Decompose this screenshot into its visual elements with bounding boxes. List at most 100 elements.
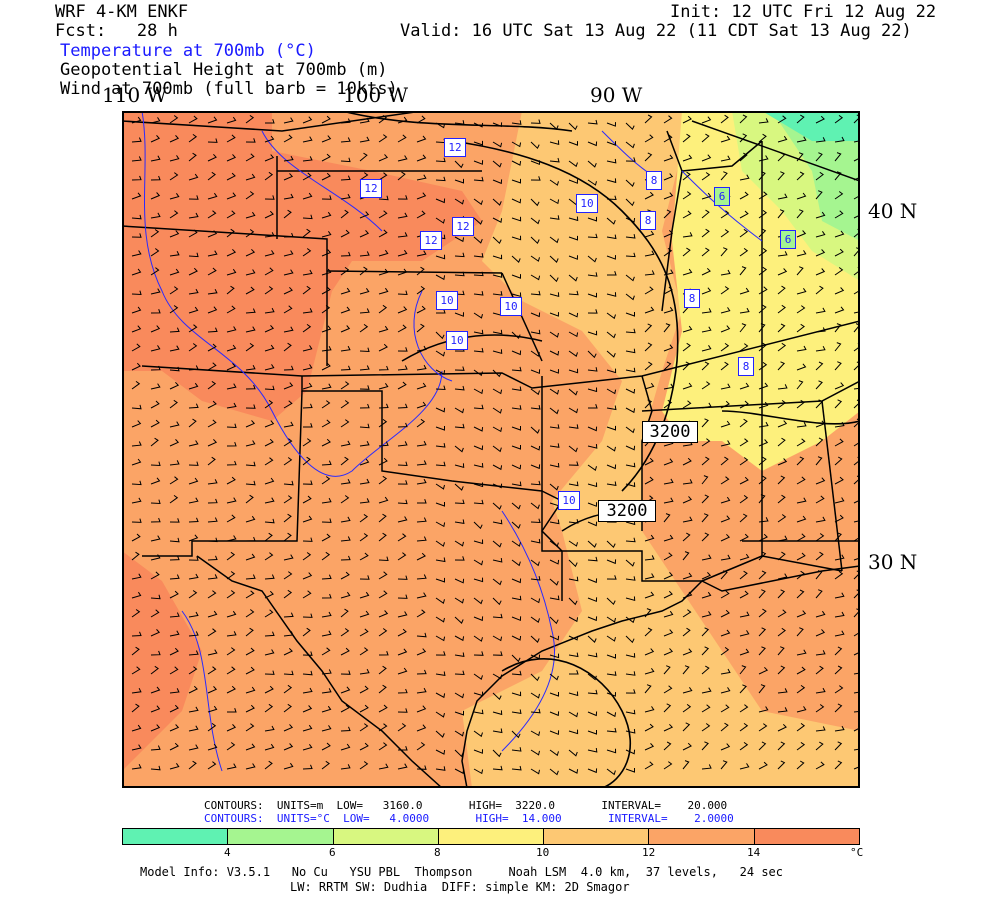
- wind-barb: [283, 743, 294, 751]
- temp-label-8a: 8: [646, 171, 662, 190]
- wind-barb: [663, 685, 673, 694]
- wind-barb: [587, 272, 598, 277]
- wind-barb: [625, 768, 635, 773]
- wind-barb: [739, 648, 750, 656]
- colorbar-tick-14: 14: [747, 846, 761, 859]
- temp-label-6a: 6: [714, 187, 730, 206]
- wind-barb: [758, 382, 769, 390]
- field-wind: Wind at 700mb (full barb = 10kts): [60, 79, 398, 99]
- wind-barb: [701, 591, 712, 599]
- wind-barb: [397, 763, 408, 770]
- wind-barb: [321, 593, 332, 599]
- wind-barb: [853, 311, 860, 314]
- colorbar-tick-12: 12: [642, 846, 656, 859]
- wind-barb: [131, 480, 142, 486]
- wind-barb: [245, 627, 254, 637]
- wind-barb: [492, 236, 502, 245]
- wind-barb: [226, 423, 237, 429]
- wind-barb: [777, 458, 788, 466]
- wind-barb: [549, 673, 559, 681]
- wind-barb: [587, 464, 597, 472]
- wind-barb: [435, 385, 446, 391]
- wind-barb: [492, 728, 503, 734]
- wind-barb: [150, 517, 161, 523]
- wind-barb: [188, 685, 198, 694]
- wind-barb: [150, 535, 161, 542]
- wind-barb: [796, 706, 807, 713]
- wind-barb: [359, 513, 369, 523]
- wind-barb: [226, 514, 236, 523]
- wind-barb: [245, 114, 255, 124]
- wind-barb: [264, 250, 275, 257]
- wind-barb: [417, 499, 427, 504]
- wind-barb: [587, 673, 597, 681]
- wind-barb: [264, 685, 274, 694]
- wind-barb: [435, 502, 445, 507]
- wind-barb: [625, 462, 636, 468]
- wind-barb: [549, 559, 560, 565]
- wind-barb: [682, 591, 693, 599]
- wind-barb: [815, 249, 826, 257]
- wind-barb: [853, 710, 860, 713]
- wind-barb: [397, 155, 408, 162]
- wind-barb: [454, 312, 464, 317]
- wind-barb: [549, 635, 560, 641]
- wind-barb: [359, 403, 370, 409]
- wind-barb: [606, 312, 616, 320]
- wind-barb: [397, 552, 407, 561]
- wind-barb: [663, 344, 674, 352]
- wind-barb: [758, 323, 766, 333]
- wind-barb: [720, 743, 731, 751]
- wind-barb: [587, 616, 598, 622]
- wind-barb: [625, 252, 636, 258]
- wind-barb: [549, 122, 559, 130]
- wind-barb: [264, 703, 274, 713]
- wind-barb: [435, 692, 446, 699]
- wind-barb: [587, 730, 597, 735]
- wind-barb: [454, 423, 465, 429]
- wind-barb: [701, 381, 711, 390]
- wind-barb: [758, 228, 767, 238]
- wind-barb: [283, 326, 294, 333]
- wind-barb: [188, 760, 197, 770]
- wind-barb: [834, 665, 843, 675]
- wind-barb: [796, 760, 805, 770]
- wind-barb: [853, 608, 860, 618]
- wind-barb: [587, 160, 597, 168]
- wind-barb: [701, 361, 710, 371]
- wind-barb: [492, 407, 502, 414]
- wind-barb: [435, 577, 445, 583]
- wind-barb: [454, 652, 465, 658]
- wind-barb: [815, 687, 826, 694]
- wind-barb: [815, 152, 823, 162]
- wind-barb: [416, 401, 427, 409]
- wind-barb: [169, 381, 180, 390]
- wind-barb: [435, 442, 446, 448]
- wind-barb: [511, 255, 521, 263]
- wind-barb: [796, 552, 806, 561]
- wind-barb: [378, 763, 389, 770]
- wind-barb: [853, 748, 860, 751]
- wind-barb: [796, 497, 807, 504]
- wind-barb: [606, 178, 617, 184]
- wind-barb: [397, 290, 408, 296]
- wind-barb: [720, 383, 731, 390]
- wind-barb: [340, 670, 351, 675]
- wind-barb: [663, 665, 671, 675]
- wind-barb: [777, 171, 785, 181]
- wind-barb: [359, 385, 370, 390]
- wind-barb: [492, 540, 502, 548]
- wind-barb: [473, 616, 484, 622]
- wind-barb: [625, 482, 636, 488]
- wind-barb: [207, 456, 216, 466]
- wind-barb: [416, 592, 427, 599]
- wind-barb: [606, 234, 617, 240]
- wind-barb: [321, 135, 332, 143]
- wind-barb: [739, 307, 750, 314]
- wind-barb: [416, 323, 425, 333]
- wind-barb: [454, 198, 464, 205]
- wind-barb: [682, 361, 691, 371]
- wind-barb: [454, 236, 465, 243]
- wind-barb: [701, 287, 712, 295]
- wind-barb: [321, 231, 332, 238]
